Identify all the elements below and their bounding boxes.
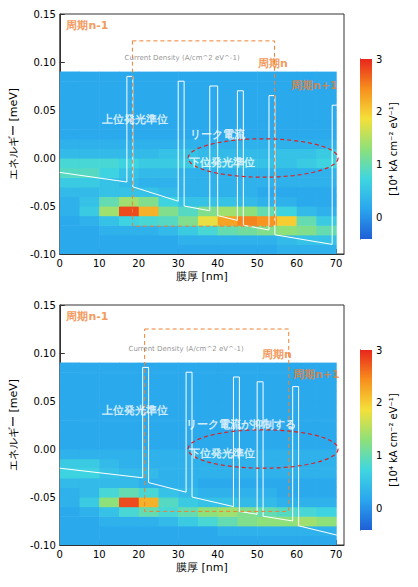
- svg-text:30: 30: [172, 258, 185, 269]
- svg-text:70: 70: [330, 258, 343, 269]
- svg-text:周期n+1: 周期n+1: [290, 79, 338, 92]
- svg-text:エネルギー [meV]: エネルギー [meV]: [7, 379, 20, 471]
- svg-text:2: 2: [376, 106, 382, 117]
- svg-text:-0.10: -0.10: [30, 249, 56, 260]
- svg-text:0.00: 0.00: [34, 153, 56, 164]
- svg-text:60: 60: [290, 549, 303, 560]
- svg-text:30: 30: [172, 549, 185, 560]
- svg-text:周期n+1: 周期n+1: [292, 368, 340, 381]
- svg-text:3: 3: [376, 54, 382, 65]
- svg-text:60: 60: [290, 258, 303, 269]
- svg-text:Current Density (A/cm^2 eV^-1): Current Density (A/cm^2 eV^-1): [129, 345, 244, 353]
- svg-text:0.10: 0.10: [34, 348, 56, 359]
- svg-text:上位発光準位: 上位発光準位: [101, 113, 168, 126]
- svg-text:0.10: 0.10: [34, 57, 56, 68]
- svg-text:50: 50: [251, 258, 264, 269]
- svg-text:50: 50: [251, 549, 264, 560]
- svg-text:膜厚 [nm]: 膜厚 [nm]: [176, 270, 228, 283]
- svg-text:0: 0: [57, 549, 63, 560]
- svg-text:2: 2: [376, 397, 382, 408]
- svg-text:10: 10: [93, 549, 106, 560]
- svg-text:リーク電流: リーク電流: [190, 128, 246, 141]
- svg-text:Current Density (A/cm^2 eV^-1): Current Density (A/cm^2 eV^-1): [125, 54, 240, 62]
- svg-text:40: 40: [211, 258, 224, 269]
- svg-text:0.05: 0.05: [34, 105, 56, 116]
- svg-text:0.00: 0.00: [34, 444, 56, 455]
- svg-text:0: 0: [376, 212, 382, 223]
- svg-text:膜厚 [nm]: 膜厚 [nm]: [176, 561, 228, 574]
- svg-text:下位発光準位: 下位発光準位: [188, 447, 255, 460]
- svg-text:0: 0: [376, 503, 382, 514]
- svg-text:1: 1: [376, 159, 382, 170]
- svg-text:-0.10: -0.10: [30, 540, 56, 551]
- svg-text:上位発光準位: 上位発光準位: [101, 404, 168, 417]
- svg-text:エネルギー [meV]: エネルギー [meV]: [7, 88, 20, 180]
- svg-text:0: 0: [57, 258, 63, 269]
- svg-text:-0.05: -0.05: [30, 492, 56, 503]
- svg-text:1: 1: [376, 450, 382, 461]
- svg-text:0.05: 0.05: [34, 396, 56, 407]
- svg-text:0.15: 0.15: [34, 300, 56, 311]
- svg-text:周期n-1: 周期n-1: [65, 310, 108, 323]
- svg-text:20: 20: [132, 549, 145, 560]
- svg-text:周期n: 周期n: [257, 57, 288, 70]
- svg-text:下位発光準位: 下位発光準位: [188, 156, 255, 169]
- svg-text:70: 70: [330, 549, 343, 560]
- svg-text:[10⁴ kA cm⁻² eV⁻¹]: [10⁴ kA cm⁻² eV⁻¹]: [388, 102, 399, 196]
- svg-text:周期n: 周期n: [261, 348, 292, 361]
- svg-text:[10⁴ kA cm⁻² eV⁻¹]: [10⁴ kA cm⁻² eV⁻¹]: [388, 393, 399, 487]
- svg-text:40: 40: [211, 549, 224, 560]
- svg-text:20: 20: [132, 258, 145, 269]
- svg-text:3: 3: [376, 345, 382, 356]
- svg-text:0.15: 0.15: [34, 9, 56, 20]
- svg-text:リーク電流が抑制する: リーク電流が抑制する: [186, 418, 296, 431]
- svg-text:10: 10: [93, 258, 106, 269]
- svg-text:周期n-1: 周期n-1: [65, 19, 108, 32]
- svg-text:-0.05: -0.05: [30, 201, 56, 212]
